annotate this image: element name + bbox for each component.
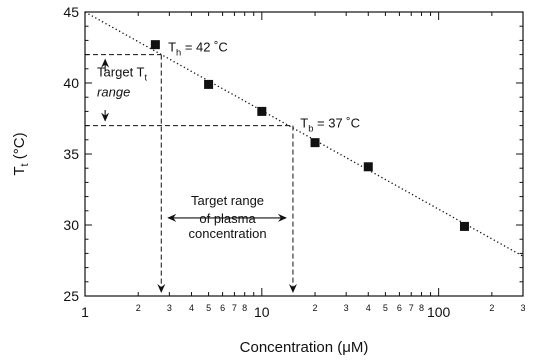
fit-line	[84, 11, 524, 257]
tb-label: Tb = 37 ˚C	[300, 116, 360, 134]
y-tick-label: 40	[63, 75, 79, 91]
x-tick-label: 1	[81, 304, 89, 320]
x-minor-tick-label: 4	[189, 303, 194, 313]
plasma-range-label-line1: Target range	[191, 193, 264, 208]
x-minor-tick-label: 5	[383, 303, 388, 313]
y-tick-label: 25	[63, 288, 79, 304]
data-point	[310, 138, 320, 148]
x-minor-tick-label: 7	[232, 303, 237, 313]
data-point	[459, 221, 469, 231]
y-tick-label: 35	[63, 146, 79, 162]
target-t-range-label-line1: Target Tt	[97, 65, 147, 83]
x-tick-label: 100	[427, 304, 451, 320]
data-point	[150, 40, 160, 50]
x-minor-tick-label: 3	[167, 303, 172, 313]
y-tick-label: 30	[63, 217, 79, 233]
x-minor-tick-label: 4	[366, 303, 371, 313]
x-tick-label: 10	[254, 304, 270, 320]
x-minor-tick-label: 6	[397, 303, 402, 313]
data-point	[363, 162, 373, 172]
x-minor-tick-label: 2	[136, 303, 141, 313]
th-label: Th = 42 ˚C	[168, 40, 228, 58]
x-minor-tick-label: 3	[344, 303, 349, 313]
x-minor-tick-label: 8	[242, 303, 247, 313]
plasma-range-label-line3: concentration	[189, 226, 267, 241]
y-axis-label: Tt (°C)	[11, 132, 31, 175]
target-t-range-label-line2: range	[97, 84, 130, 99]
plasma-range-label-line2: of plasma	[199, 211, 256, 226]
y-tick-label: 45	[63, 4, 79, 20]
x-minor-tick-label: 2	[313, 303, 318, 313]
x-axis-label: Concentration (μM)	[240, 339, 369, 356]
x-minor-tick-label: 7	[409, 303, 414, 313]
x-minor-tick-label: 2	[489, 303, 494, 313]
x-minor-tick-label: 5	[206, 303, 211, 313]
data-point	[257, 106, 267, 116]
x-minor-tick-label: 6	[220, 303, 225, 313]
x-minor-tick-label: 8	[419, 303, 424, 313]
x-minor-tick-label: 3	[520, 303, 525, 313]
data-point	[204, 79, 214, 89]
